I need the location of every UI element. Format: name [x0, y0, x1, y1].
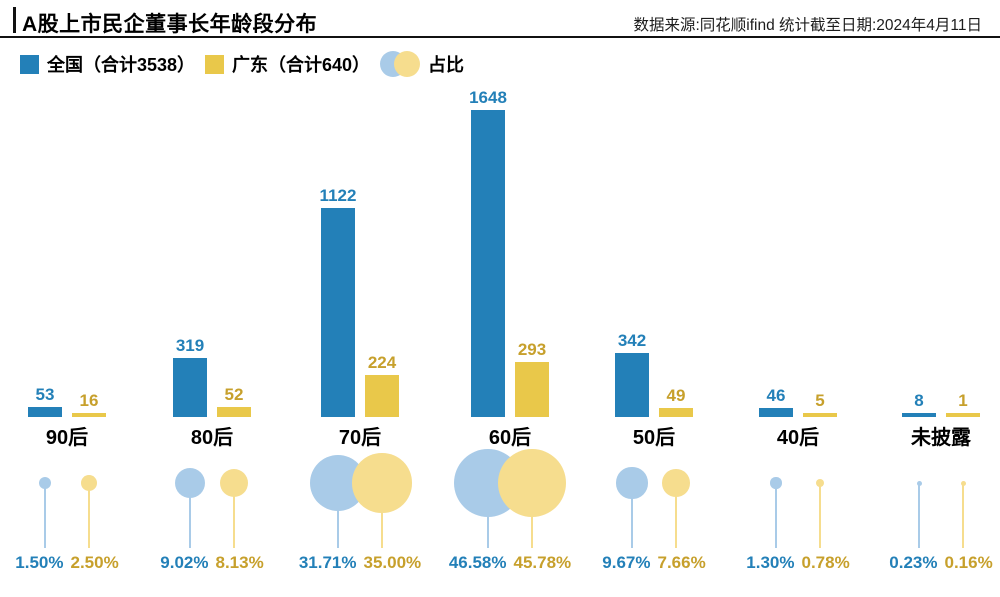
share-pct-national: 31.71%: [298, 553, 357, 572]
share-stick-national: [631, 483, 633, 548]
category-label: 60后: [488, 427, 532, 449]
bar-guangdong: [217, 407, 251, 417]
bar-national-value: 319: [175, 335, 205, 355]
bar-national: [321, 207, 355, 417]
bar-national-value: 8: [914, 391, 924, 410]
share-bubble-guangdong: [960, 480, 966, 486]
title-accent-bar: [13, 7, 16, 33]
data-source-note: 数据来源:同花顺ifind 统计截至日期:2024年4月11日: [633, 17, 982, 34]
share-bubble-guangdong: [662, 469, 690, 497]
bar-national: [173, 357, 207, 417]
share-label-row: 0.23% 0.16%: [861, 553, 1000, 573]
share-stick-guangdong: [962, 483, 964, 548]
share-label-row: 9.02% 8.13%: [132, 553, 292, 573]
share-stick-national: [918, 483, 920, 548]
category-label: 70后: [338, 427, 382, 449]
share-pct-guangdong: 45.78%: [513, 553, 572, 572]
bar-guangdong: [946, 413, 980, 417]
share-circles-icon: [380, 51, 420, 77]
legend-label-guangdong: 广东（合计640）: [232, 55, 371, 75]
share-stick-guangdong: [819, 483, 821, 548]
share-label-row: 9.67% 7.66%: [574, 553, 734, 573]
share-pct-guangdong: 0.16%: [944, 553, 993, 572]
share-bubble-guangdong: [81, 475, 97, 491]
bar-national-value: 53: [35, 385, 55, 405]
guangdong-swatch-icon: [205, 54, 224, 74]
share-pct-national: 9.02%: [160, 553, 209, 572]
bar-national: [902, 413, 936, 417]
share-label-row: 1.50% 2.50%: [0, 553, 147, 573]
national-swatch-icon: [20, 54, 39, 74]
bar-guangdong-value: 224: [367, 353, 397, 373]
bar-national: [471, 109, 505, 417]
share-stick-national: [189, 483, 191, 548]
bar-guangdong-value: 49: [666, 385, 686, 405]
bar-guangdong-value: 52: [224, 385, 244, 405]
bar-guangdong: [515, 362, 549, 417]
bar-guangdong-value: 1: [958, 391, 968, 410]
share-pct-national: 1.30%: [746, 553, 795, 572]
bar-national-value: 342: [617, 331, 647, 351]
share-label-row: 1.30% 0.78%: [718, 553, 878, 573]
share-stick-guangdong: [233, 483, 235, 548]
category-label: 80后: [190, 427, 234, 449]
bar-guangdong-value: 293: [517, 340, 547, 360]
bar-guangdong: [659, 407, 693, 417]
title-divider: [0, 36, 1000, 38]
share-pct-national: 0.23%: [889, 553, 938, 572]
share-pct-guangdong: 7.66%: [657, 553, 706, 572]
share-stick-national: [775, 483, 777, 548]
share-label-row: 46.58% 45.78%: [430, 553, 590, 573]
bar-national-value: 1122: [319, 185, 357, 205]
share-pct-guangdong: 2.50%: [70, 553, 119, 572]
share-pct-guangdong: 8.13%: [215, 553, 264, 572]
share-bubble-national: [770, 477, 782, 489]
share-bubble-guangdong: [352, 453, 412, 513]
bar-national-value: 46: [766, 386, 786, 406]
bar-guangdong: [72, 413, 106, 417]
bar-guangdong: [803, 413, 837, 417]
share-stick-guangdong: [675, 483, 677, 548]
legend-item-national: 全国（合计3538）: [20, 51, 195, 77]
bar-national: [28, 407, 62, 417]
share-bubble-national: [174, 467, 205, 498]
legend-item-guangdong: 广东（合计640）: [205, 51, 370, 77]
share-pct-national: 9.67%: [602, 553, 651, 572]
legend-item-share: 占比: [380, 51, 464, 77]
category-label: 未披露: [911, 427, 971, 449]
share-bubble-guangdong: [815, 478, 825, 488]
share-pct-guangdong: 35.00%: [363, 553, 422, 572]
page-title: A股上市民企董事长年龄段分布: [22, 13, 318, 36]
share-bubble-guangdong: [219, 468, 249, 498]
share-pct-guangdong: 0.78%: [801, 553, 850, 572]
category-label: 90后: [45, 427, 89, 449]
bar-guangdong-value: 5: [815, 391, 825, 410]
bar-national: [759, 408, 793, 417]
share-circle-yellow-icon: [394, 51, 420, 77]
share-stick-national: [337, 483, 339, 548]
legend-label-share: 占比: [428, 55, 464, 75]
share-pct-national: 1.50%: [15, 553, 64, 572]
bar-national: [615, 353, 649, 417]
share-stick-guangdong: [381, 483, 383, 548]
share-stick-national: [44, 483, 46, 548]
share-bubble-guangdong: [498, 449, 566, 517]
share-label-row: 31.71% 35.00%: [280, 553, 440, 573]
share-bubble-national: [616, 467, 648, 499]
bar-national-value: 1648: [469, 87, 507, 107]
share-bubble-national: [916, 480, 922, 486]
share-bubble-national: [38, 476, 52, 490]
share-pct-national: 46.58%: [448, 553, 507, 572]
category-label: 40后: [776, 427, 820, 449]
legend-label-national: 全国（合计3538）: [47, 55, 196, 75]
category-label: 50后: [632, 427, 676, 449]
bar-guangdong: [365, 375, 399, 417]
share-stick-guangdong: [88, 483, 90, 548]
bar-guangdong-value: 16: [79, 391, 99, 410]
